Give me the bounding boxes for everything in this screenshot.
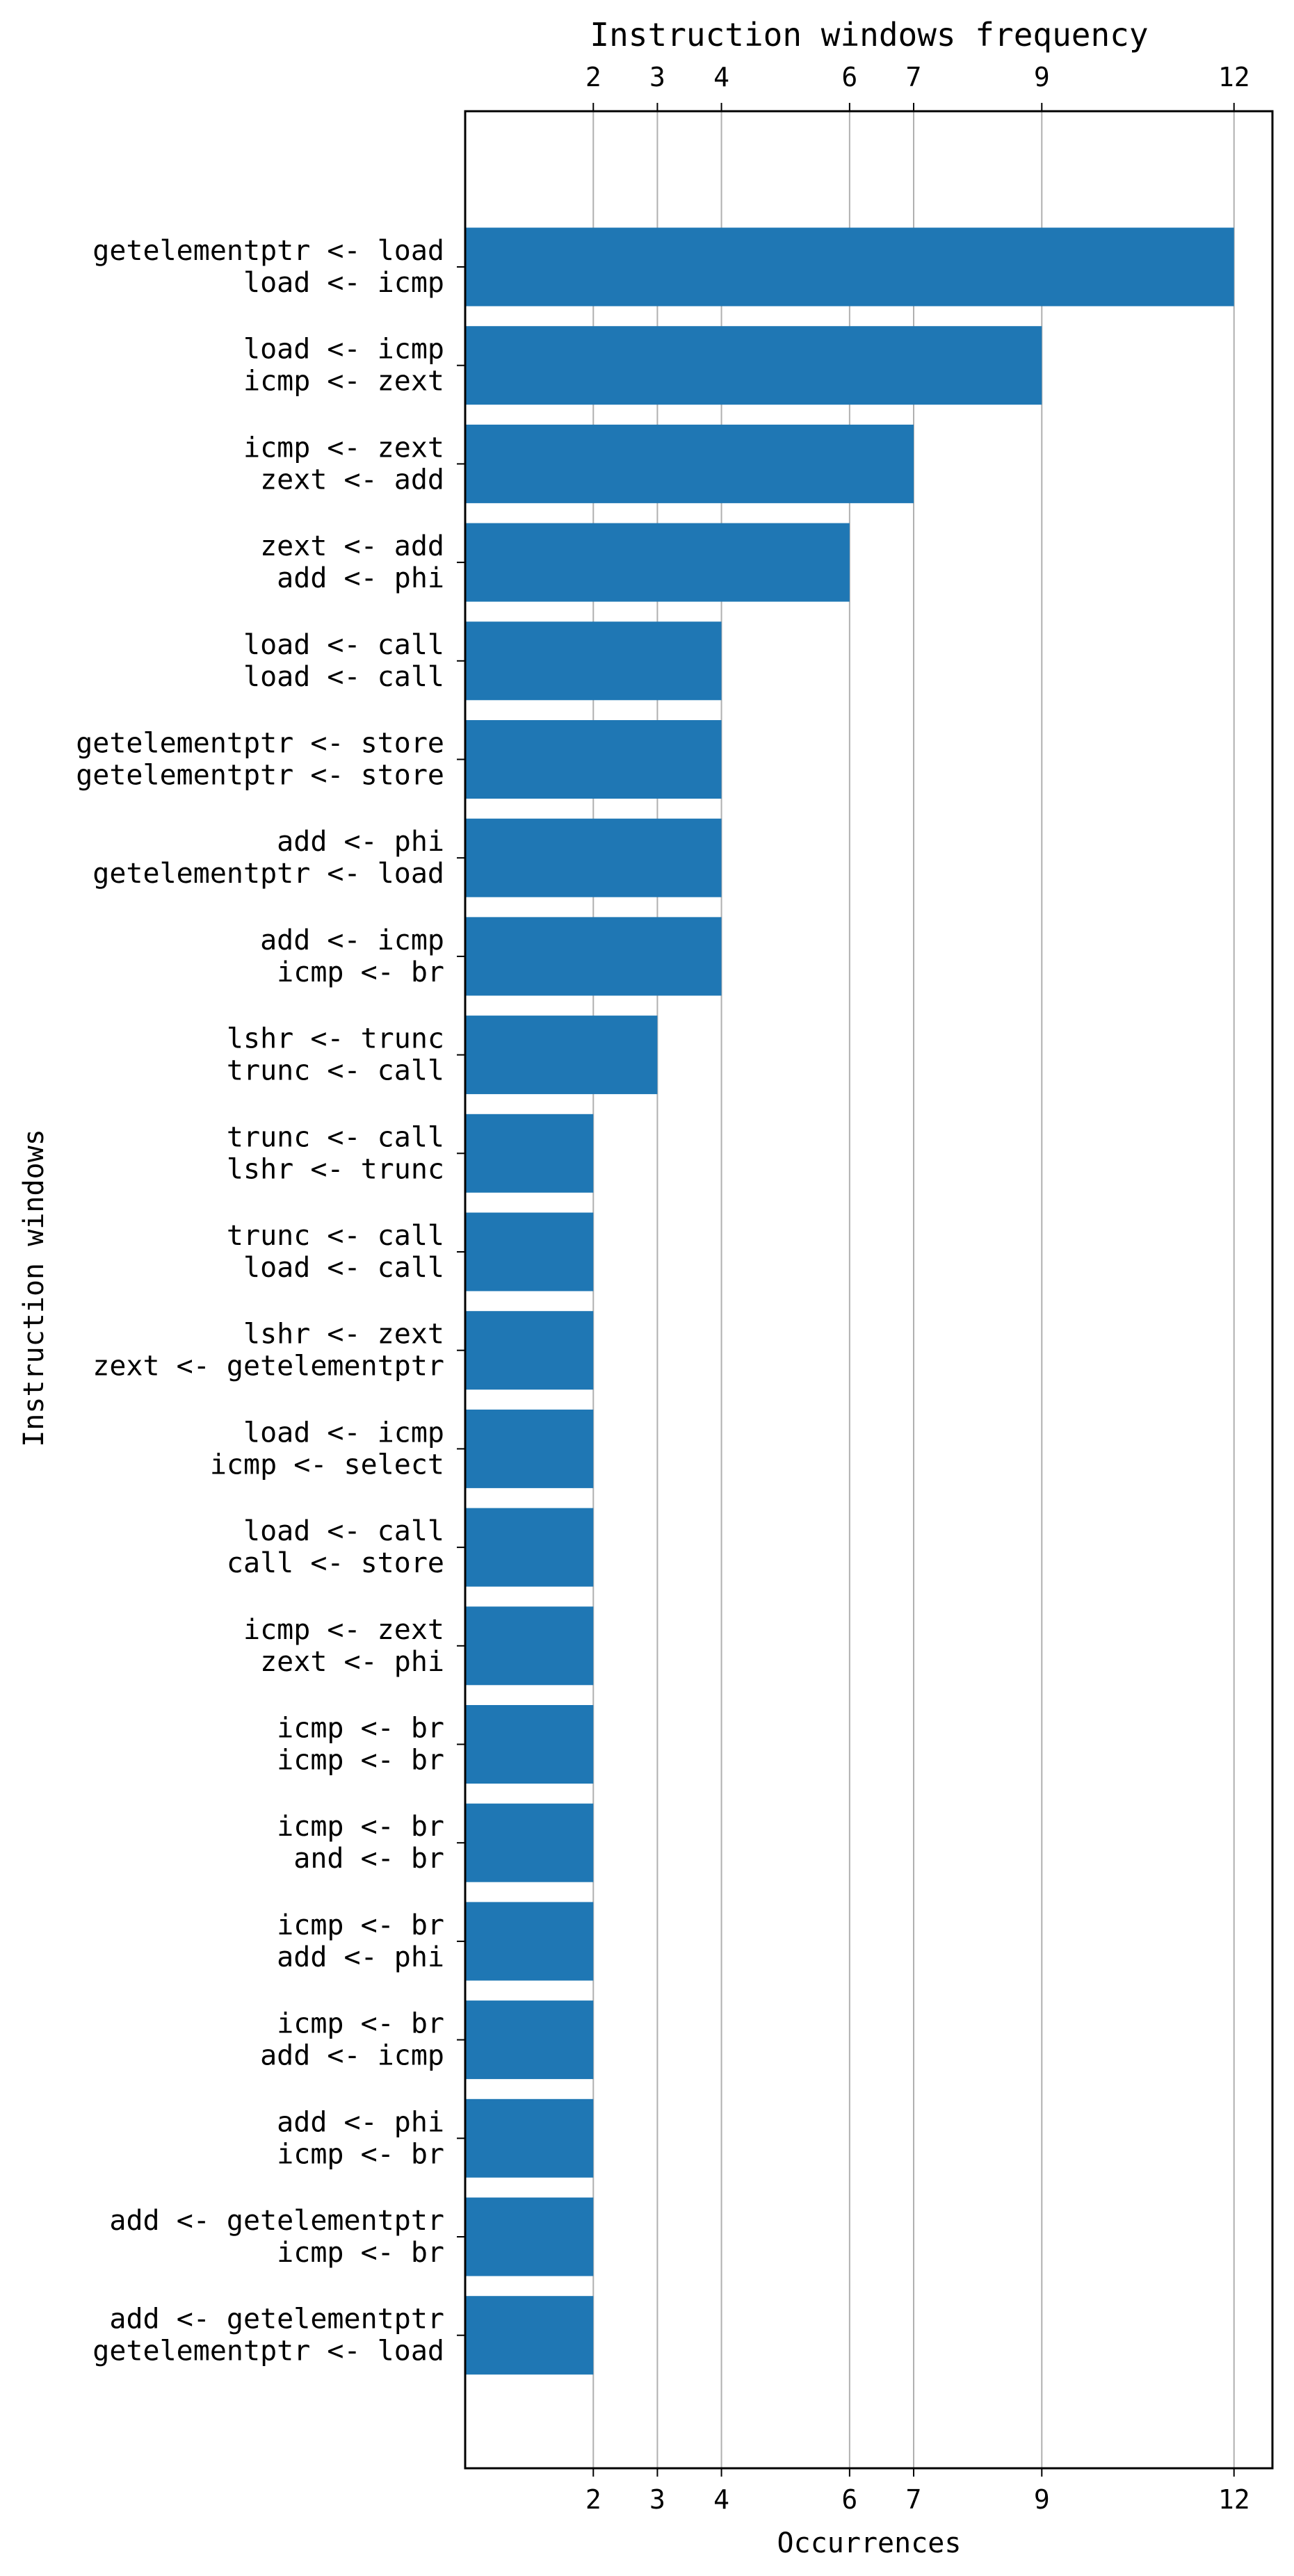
category-label-line2: and <- br	[293, 1843, 444, 1875]
category-label-line1: load <- call	[243, 629, 444, 661]
plot-frame	[464, 110, 1274, 2470]
category-label-line2: call <- store	[227, 1547, 444, 1579]
x-tick-label-top: 12	[1218, 62, 1250, 92]
category-label-line1: load <- call	[243, 1515, 444, 1547]
x-tick-label: 4	[713, 2484, 729, 2515]
bar	[465, 2197, 594, 2276]
bar	[465, 227, 1234, 307]
bar	[465, 2098, 594, 2178]
bar	[465, 1311, 594, 1390]
category-label-line2: icmp <- zext	[243, 366, 444, 398]
bar	[465, 1606, 594, 1686]
bar	[465, 1016, 658, 1095]
category-label-line2: zext <- add	[260, 464, 444, 496]
category-label-line1: add <- getelementptr	[109, 2205, 444, 2237]
bar	[465, 818, 722, 897]
category-label-line2: add <- phi	[277, 1941, 444, 1973]
category-label-line2: getelementptr <- store	[76, 760, 444, 792]
category-label-line2: load <- icmp	[243, 267, 444, 299]
bar	[465, 424, 914, 503]
y-axis-label: Instruction windows	[18, 1129, 50, 1447]
category-label-line2: load <- call	[243, 1252, 444, 1284]
category-label-line2: zext <- getelementptr	[92, 1351, 444, 1383]
x-tick-label-top: 7	[906, 62, 922, 92]
category-label-line2: add <- icmp	[260, 2040, 444, 2072]
x-tick-label: 7	[906, 2484, 922, 2515]
category-label-line1: icmp <- zext	[243, 432, 444, 464]
category-label-line2: icmp <- select	[210, 1449, 444, 1481]
bar	[465, 621, 722, 701]
category-label-line2: icmp <- br	[277, 956, 444, 988]
bar	[465, 2296, 594, 2375]
bar	[465, 1902, 594, 1981]
category-label-line2: icmp <- br	[277, 1745, 444, 1777]
grid-lines	[592, 111, 1235, 2468]
x-tick-label: 2	[585, 2484, 601, 2515]
category-label-line1: icmp <- zext	[243, 1614, 444, 1646]
category-label-line1: icmp <- br	[277, 1909, 444, 1941]
category-label-line1: lshr <- zext	[243, 1319, 444, 1351]
x-tick-label-top: 9	[1034, 62, 1050, 92]
category-label-line1: getelementptr <- load	[92, 235, 444, 267]
bar	[465, 720, 722, 799]
x-tick-label-top: 2	[585, 62, 601, 92]
category-label-line1: icmp <- br	[277, 1811, 444, 1843]
x-tick-label: 12	[1218, 2484, 1250, 2515]
bar	[465, 1114, 594, 1193]
bar	[465, 1212, 594, 1291]
bar	[465, 523, 850, 602]
axis-ticks: 2 2 3 3 4 4 6 6 7 7 9 9 12 12	[457, 62, 1250, 2515]
x-tick-label: 9	[1034, 2484, 1050, 2515]
x-tick-label-top: 6	[841, 62, 857, 92]
category-label-line1: add <- getelementptr	[109, 2304, 444, 2335]
category-label-line2: add <- phi	[277, 562, 444, 594]
category-label-line1: load <- icmp	[243, 334, 444, 366]
category-label-line2: load <- call	[243, 661, 444, 693]
category-label-line1: trunc <- call	[227, 1220, 444, 1252]
bar	[465, 326, 1042, 405]
category-label-line1: load <- icmp	[243, 1417, 444, 1449]
category-label-line1: icmp <- br	[277, 2008, 444, 2040]
category-label-line2: icmp <- br	[277, 2237, 444, 2269]
category-label-line2: zext <- phi	[260, 1646, 444, 1678]
x-tick-label: 3	[649, 2484, 665, 2515]
category-label-line1: lshr <- trunc	[227, 1023, 444, 1055]
category-label-line2: getelementptr <- load	[92, 2335, 444, 2367]
category-label-line2: getelementptr <- load	[92, 858, 444, 890]
bar	[465, 2000, 594, 2080]
category-label-line1: add <- icmp	[260, 924, 444, 956]
category-label-line2: icmp <- br	[277, 2138, 444, 2170]
category-label-line1: add <- phi	[277, 2106, 444, 2138]
chart-title: Instruction windows frequency	[590, 16, 1148, 54]
x-tick-label-top: 3	[649, 62, 665, 92]
bar	[465, 1409, 594, 1488]
bars	[465, 227, 1234, 2375]
bar	[465, 1803, 594, 1882]
category-label-line1: trunc <- call	[227, 1121, 444, 1153]
bar	[465, 1508, 594, 1587]
category-label-line2: trunc <- call	[227, 1055, 444, 1087]
category-label-line1: add <- phi	[277, 826, 444, 858]
bar	[465, 917, 722, 996]
x-tick-label-top: 4	[713, 62, 729, 92]
category-label-line2: lshr <- trunc	[227, 1153, 444, 1185]
category-label-line1: getelementptr <- store	[76, 728, 444, 760]
x-axis-label: Occurrences	[777, 2527, 962, 2559]
category-label-line1: zext <- add	[260, 530, 444, 562]
x-tick-label: 6	[841, 2484, 857, 2515]
category-label-line1: icmp <- br	[277, 1713, 444, 1745]
bar	[465, 1705, 594, 1784]
